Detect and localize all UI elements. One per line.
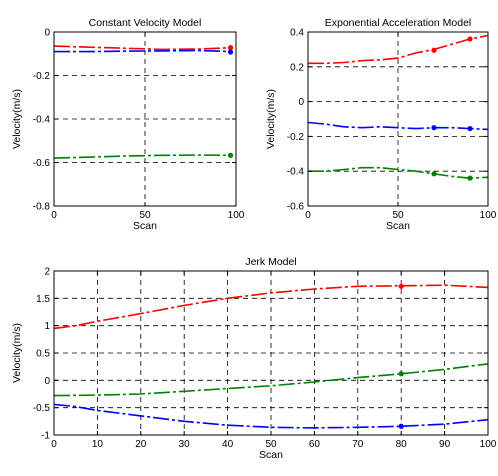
series-point: [467, 36, 473, 42]
x-tick-label: 90: [439, 439, 451, 450]
series-point: [467, 175, 473, 181]
series-line-1: [308, 34, 489, 65]
x-tick-label: 100: [480, 210, 497, 221]
series-point: [398, 283, 404, 289]
y-tick-label: 0: [298, 97, 304, 108]
series-point: [398, 423, 404, 429]
y-tick-label: 1: [44, 321, 50, 332]
x-tick-label: 40: [222, 439, 234, 450]
x-axis-label: Scan: [386, 220, 410, 232]
series-point: [398, 371, 404, 377]
x-tick-label: 0: [305, 210, 311, 221]
series-line-3: [308, 166, 489, 180]
y-tick-label: -0.6: [287, 202, 305, 213]
series-line-1: [53, 284, 489, 330]
x-axis-label: Scan: [133, 220, 157, 232]
y-tick-label: -0.2: [33, 71, 51, 82]
y-axis-label: Velocity(m/s): [265, 89, 277, 149]
series-line-2: [307, 121, 489, 131]
x-tick-label: 50: [265, 439, 277, 450]
series-point: [227, 152, 234, 158]
y-axis-label: Velocity(m/s): [11, 323, 23, 383]
x-tick-label: 60: [309, 439, 321, 450]
series-point: [227, 49, 234, 55]
x-tick-label: 20: [135, 439, 147, 450]
chart-title: Exponential Acceleration Model: [325, 17, 472, 29]
x-tick-label: 10: [92, 439, 104, 450]
series-line-3: [53, 403, 489, 429]
y-tick-label: 0: [44, 376, 50, 387]
series-line-2: [53, 363, 489, 397]
series-line-3: [53, 154, 233, 159]
x-tick-label: 30: [179, 439, 191, 450]
x-tick-label: 100: [228, 210, 245, 221]
x-tick-label: 50: [139, 210, 151, 221]
y-tick-label: -0.4: [287, 167, 305, 178]
x-tick-label: 70: [352, 439, 364, 450]
series-point: [431, 171, 437, 177]
y-tick-label: 0: [44, 28, 50, 39]
series-point: [431, 47, 437, 53]
x-tick-label: 80: [396, 439, 408, 450]
y-tick-label: -0.6: [33, 158, 51, 169]
chart-panel-2: 0 50 100 -0.6 -0.4 -0.2 0 0.2 0.4 Exponential Acc…: [265, 17, 497, 232]
y-tick-label: -1: [41, 431, 50, 442]
chart-panel-3: 0 10 20 30 40 50 60 70 80 90 100 -1 -0.5 0 0.5 1 1.5 2 Jer…: [11, 256, 497, 461]
x-tick-label: 0: [51, 210, 57, 221]
chart-title: Constant Velocity Model: [89, 17, 202, 29]
series-line-1: [53, 45, 233, 51]
x-tick-label: 0: [51, 439, 57, 450]
y-tick-label: 0.5: [36, 349, 50, 360]
y-tick-label: 1.5: [36, 294, 50, 305]
y-tick-label: -0.5: [33, 403, 51, 414]
y-tick-label: 0.2: [290, 62, 304, 73]
y-tick-label: 2: [44, 267, 50, 278]
y-tick-label: 0.4: [290, 28, 304, 39]
chart-title: Jerk Model: [245, 256, 296, 268]
x-tick-label: 100: [480, 439, 497, 450]
x-tick-label: 50: [392, 210, 404, 221]
y-tick-label: -0.2: [287, 132, 305, 143]
series-line-2: [54, 49, 233, 53]
series-point: [227, 45, 234, 51]
y-tick-label: -0.4: [33, 115, 51, 126]
series-point: [467, 125, 473, 132]
series-point: [431, 125, 437, 131]
y-tick-label: -0.8: [33, 202, 51, 213]
y-axis-label: Velocity(m/s): [11, 89, 23, 149]
x-axis-label: Scan: [259, 449, 283, 461]
chart-panel-1: 0 50 100 -0.8 -0.6 -0.4 -0.2 0 Constant Velocity…: [11, 17, 245, 232]
